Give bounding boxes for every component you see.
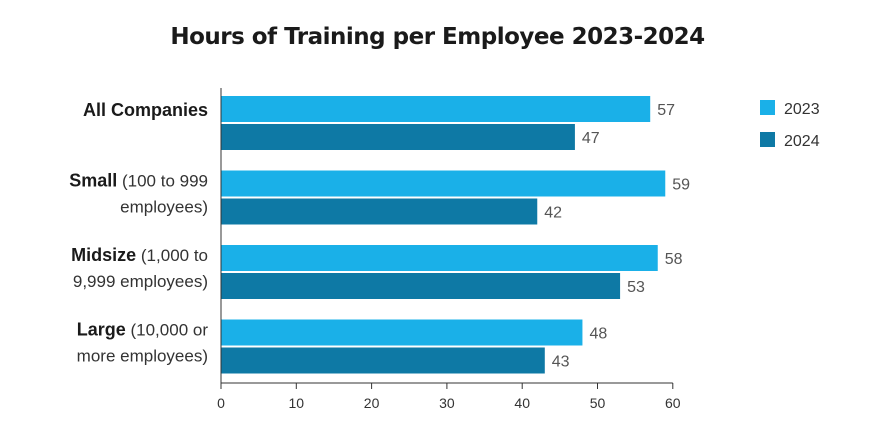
value-label-2023-2: 58 xyxy=(665,251,683,268)
legend-label-2023: 2023 xyxy=(784,101,820,118)
value-label-2023-3: 48 xyxy=(589,326,607,343)
category-label-bold: Large xyxy=(77,320,126,340)
x-tick-label-0: 0 xyxy=(217,395,225,411)
legend: 2023 2024 xyxy=(760,100,820,150)
bar-2024-1 xyxy=(221,198,538,225)
bars-layer: 57 47 59 42 58 53 48 43 xyxy=(221,96,690,374)
category-label-bold: All Companies xyxy=(83,100,208,120)
category-label-2-line-1: 9,999 employees) xyxy=(73,272,208,291)
value-label-2024-3: 43 xyxy=(552,354,570,371)
legend-label-2024: 2024 xyxy=(784,133,820,150)
legend-swatch-2023 xyxy=(760,100,775,115)
category-label-detail: employees) xyxy=(120,198,208,217)
x-tick-label-60: 60 xyxy=(665,395,681,411)
category-label-1-line-1: employees) xyxy=(120,198,208,217)
category-label-detail: (1,000 to xyxy=(136,246,208,265)
value-label-2023-1: 59 xyxy=(672,177,690,194)
x-tick-label-10: 10 xyxy=(289,395,305,411)
category-label-3-line-1: more employees) xyxy=(77,347,208,366)
category-label-detail: more employees) xyxy=(77,347,208,366)
category-label-3-line-0: Large (10,000 or xyxy=(77,320,209,340)
category-labels-layer: All Companies Small (100 to 999 employees)… xyxy=(69,100,208,366)
x-tick-label-40: 40 xyxy=(514,395,530,411)
bar-2023-3 xyxy=(221,319,583,346)
x-axis: 0 10 20 30 40 50 60 xyxy=(217,88,681,411)
category-label-detail: 9,999 employees) xyxy=(73,272,208,291)
chart-title: Hours of Training per Employee 2023-2024 xyxy=(170,24,705,50)
x-tick-label-20: 20 xyxy=(364,395,380,411)
category-label-0-line-0: All Companies xyxy=(83,100,208,120)
category-label-detail: (10,000 or xyxy=(126,321,209,340)
category-label-detail: (100 to 999 xyxy=(117,172,208,191)
value-label-2024-1: 42 xyxy=(544,205,562,222)
bar-2024-3 xyxy=(221,347,545,374)
x-tick-label-50: 50 xyxy=(590,395,606,411)
category-label-bold: Midsize xyxy=(71,245,136,265)
value-label-2024-2: 53 xyxy=(627,279,645,296)
x-tick-label-30: 30 xyxy=(439,395,455,411)
category-label-1-line-0: Small (100 to 999 xyxy=(69,171,208,191)
bar-2024-0 xyxy=(221,124,575,150)
value-label-2024-0: 47 xyxy=(582,130,600,147)
bar-2024-2 xyxy=(221,273,621,299)
bar-2023-2 xyxy=(221,245,658,271)
bar-2023-0 xyxy=(221,96,651,122)
bar-2023-1 xyxy=(221,170,666,197)
category-label-bold: Small xyxy=(69,171,117,191)
legend-swatch-2024 xyxy=(760,132,775,147)
value-label-2023-0: 57 xyxy=(657,102,675,119)
category-label-2-line-0: Midsize (1,000 to xyxy=(71,245,208,265)
